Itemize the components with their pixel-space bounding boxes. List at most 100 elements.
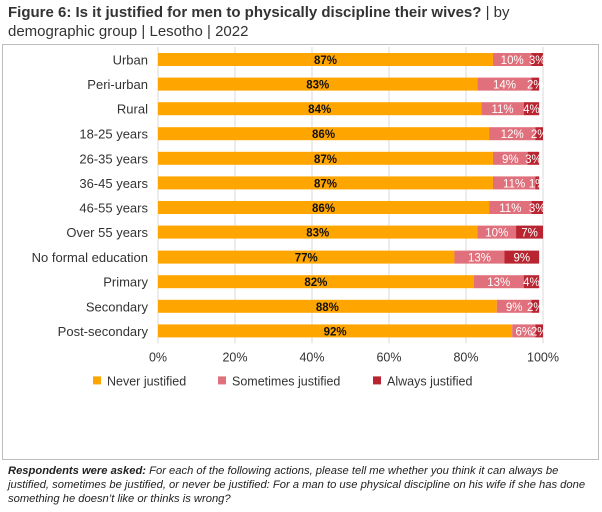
bar-segment-sometimes <box>477 77 532 91</box>
legend-label-never: Never justified <box>107 374 186 388</box>
bar-segment-sometimes <box>492 176 536 190</box>
bar-segment-sometimes <box>454 250 505 264</box>
bar-segment-always <box>535 324 543 338</box>
legend-label-always: Always justified <box>387 374 472 388</box>
bar-segment-always <box>504 250 540 264</box>
category-label: Secondary <box>86 299 149 314</box>
x-tick-label: 20% <box>222 350 247 364</box>
bar-segment-always <box>516 225 543 239</box>
footnote-text: For each of the following actions, pleas… <box>8 465 586 505</box>
data-label-sometimes: 10% <box>485 228 508 240</box>
bar-segment-never <box>158 127 490 141</box>
data-label-sometimes: 12% <box>501 129 524 141</box>
bar-segment-sometimes <box>512 324 536 338</box>
data-label-always: 2% <box>527 80 544 92</box>
stacked-bar-chart: Urban 87% 10% 3% Peri-urban 83% 14% 2% Rural 84% 1… <box>32 47 559 388</box>
chart-title-main: Figure 6: Is it justified for men to phy… <box>8 4 482 21</box>
data-label-sometimes: 13% <box>468 253 491 265</box>
x-tick-label: 0% <box>149 350 167 364</box>
data-label-sometimes: 10% <box>501 55 524 67</box>
data-label-never: 87% <box>314 55 337 67</box>
x-tick-label: 40% <box>299 350 324 364</box>
bar-segment-always <box>523 102 540 116</box>
bar-segment-sometimes <box>489 201 532 214</box>
data-label-always: 9% <box>514 253 531 265</box>
data-label-always: 2% <box>527 302 544 314</box>
bar-segment-sometimes <box>489 127 536 141</box>
bar-segment-always <box>531 53 543 66</box>
bar-segment-never <box>158 250 455 264</box>
category-label: No formal education <box>32 250 148 265</box>
legend-swatch-always <box>373 376 381 385</box>
category-label: Primary <box>103 275 148 290</box>
legend-label-sometimes: Sometimes justified <box>232 374 340 388</box>
category-label: 18-25 years <box>79 127 148 142</box>
data-label-sometimes: 9% <box>506 302 523 314</box>
category-label: 36-45 years <box>79 176 148 191</box>
bar-segment-never <box>158 299 497 313</box>
data-label-sometimes: 11% <box>499 203 521 215</box>
bar-segment-always <box>535 176 540 190</box>
category-label: Post-secondary <box>58 324 149 339</box>
data-label-always: 3% <box>529 203 546 215</box>
bar-segment-never <box>158 53 493 66</box>
bar-segment-always <box>535 127 543 141</box>
footnote-lead: Respondents were asked: <box>8 465 147 477</box>
data-label-always: 4% <box>523 104 540 116</box>
category-label: Peri-urban <box>87 77 148 92</box>
bar-segment-always <box>531 77 540 91</box>
data-label-sometimes: 14% <box>493 80 516 92</box>
bar-segment-sometimes <box>477 225 517 239</box>
data-label-never: 87% <box>314 154 337 166</box>
bar-segment-never <box>158 324 513 338</box>
bar-segment-never <box>158 275 474 289</box>
data-label-always: 1% <box>529 178 546 190</box>
data-label-never: 77% <box>295 253 318 265</box>
bar-segment-always <box>531 201 543 214</box>
chart-frame: Urban 87% 10% 3% Peri-urban 83% 14% 2% Rural 84% 1… <box>2 44 599 460</box>
bar-segment-sometimes <box>496 299 532 313</box>
bar-segment-sometimes <box>481 102 524 116</box>
category-label: Urban <box>113 53 148 68</box>
x-tick-label: 60% <box>376 350 401 364</box>
data-label-never: 82% <box>304 277 327 289</box>
category-label: 46-55 years <box>79 201 148 216</box>
category-label: Rural <box>117 102 148 117</box>
data-label-never: 83% <box>306 80 329 92</box>
data-label-always: 3% <box>525 154 542 166</box>
data-label-never: 92% <box>324 326 347 338</box>
data-label-always: 4% <box>523 277 540 289</box>
bar-segment-never <box>158 176 493 190</box>
bar-segment-sometimes <box>473 275 524 289</box>
category-label: Over 55 years <box>66 225 148 240</box>
data-label-sometimes: 11% <box>503 178 525 190</box>
category-label: 26-35 years <box>79 151 148 166</box>
survey-question-note: Respondents were asked: For each of the … <box>8 464 600 506</box>
bar-segment-never <box>158 77 478 91</box>
legend-swatch-never <box>93 376 101 385</box>
x-tick-label: 80% <box>453 350 478 364</box>
bar-segment-always <box>523 275 540 289</box>
data-label-always: 3% <box>529 55 546 67</box>
data-label-never: 84% <box>308 104 331 116</box>
bar-segment-never <box>158 225 478 239</box>
bar-segment-never <box>158 201 490 214</box>
chart-title-subtitle: | by demographic group | Lesotho | 2022 <box>8 4 510 40</box>
data-label-sometimes: 9% <box>502 154 519 166</box>
bar-segment-sometimes <box>492 151 528 165</box>
data-label-never: 83% <box>306 228 329 240</box>
bar-segment-always <box>531 299 540 313</box>
x-tick-label: 100% <box>527 350 559 364</box>
bar-segment-always <box>527 151 540 165</box>
data-label-always: 2% <box>531 129 548 141</box>
data-label-never: 87% <box>314 178 337 190</box>
data-label-always: 7% <box>521 228 538 240</box>
chart-title: Figure 6: Is it justified for men to phy… <box>8 3 598 41</box>
bar-segment-sometimes <box>492 53 532 66</box>
data-label-never: 86% <box>312 203 335 215</box>
data-label-sometimes: 11% <box>491 104 513 116</box>
legend-swatch-sometimes <box>218 376 226 385</box>
data-label-always: 2% <box>531 326 548 338</box>
data-label-never: 88% <box>316 302 339 314</box>
bar-segment-never <box>158 102 482 116</box>
